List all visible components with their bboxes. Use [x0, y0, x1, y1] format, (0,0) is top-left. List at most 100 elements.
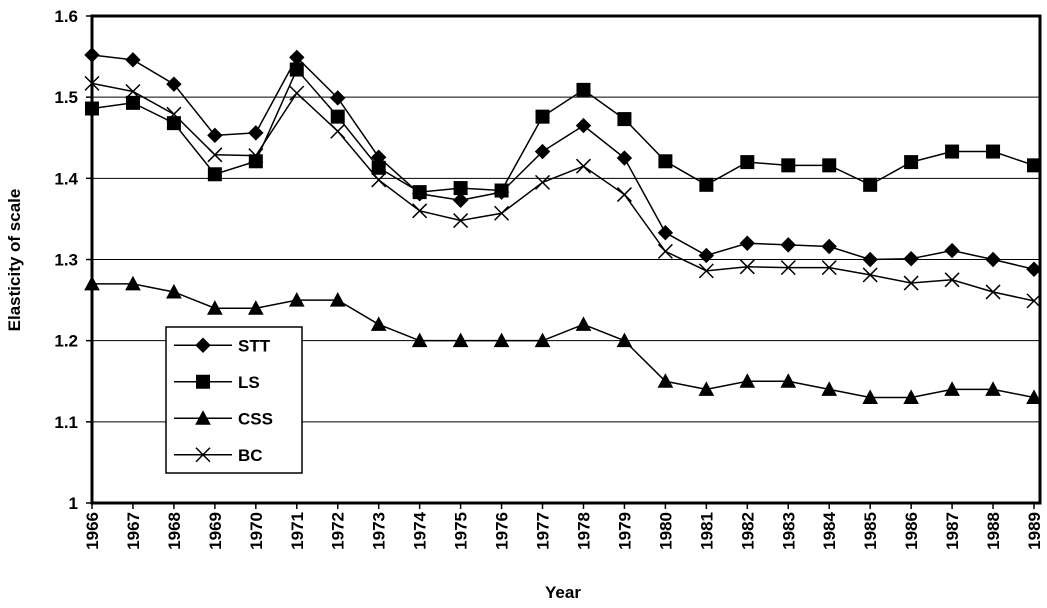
marker: [781, 158, 796, 173]
marker: [617, 112, 632, 127]
x-tick-label: 1979: [615, 512, 634, 550]
marker: [985, 284, 1001, 300]
x-tick-label: 1976: [493, 512, 512, 550]
marker: [84, 47, 100, 63]
y-axis-title: Elasticity of scale: [5, 189, 24, 332]
marker: [412, 185, 427, 200]
marker: [616, 332, 633, 348]
marker: [657, 373, 674, 388]
marker: [453, 213, 469, 229]
marker: [903, 250, 919, 267]
marker: [289, 85, 305, 101]
marker: [534, 143, 551, 160]
x-tick-label: 1981: [697, 512, 716, 550]
legend-label: STT: [238, 336, 271, 355]
marker: [452, 192, 469, 208]
y-tick-label: 1.2: [54, 332, 78, 351]
marker: [371, 172, 387, 188]
marker: [658, 154, 673, 169]
marker: [739, 259, 755, 275]
marker: [986, 144, 1001, 159]
marker: [862, 389, 879, 404]
marker: [863, 177, 878, 192]
marker: [903, 275, 919, 291]
marker: [740, 155, 755, 170]
marker: [412, 203, 428, 219]
marker: [330, 109, 345, 124]
marker: [862, 251, 878, 268]
marker: [289, 62, 304, 77]
marker: [575, 316, 592, 331]
marker: [780, 373, 797, 388]
x-tick-label: 1989: [1025, 512, 1044, 550]
marker: [195, 447, 211, 463]
plot-frame: [90, 14, 1042, 505]
series-line: [91, 54, 1035, 270]
marker: [534, 174, 551, 190]
marker: [207, 127, 223, 144]
marker: [698, 263, 714, 279]
marker: [329, 292, 346, 307]
x-tick-label: 1985: [861, 512, 880, 550]
x-tick-label: 1970: [247, 512, 266, 550]
marker: [166, 116, 181, 131]
marker: [944, 242, 960, 259]
marker: [196, 374, 210, 389]
x-tick-label: 1987: [943, 512, 962, 550]
series-line: [92, 283, 1035, 399]
marker: [739, 235, 756, 251]
x-tick-label: 1988: [984, 512, 1003, 550]
x-tick-label: 1977: [534, 512, 553, 550]
marker: [535, 109, 550, 124]
marker: [166, 76, 182, 92]
x-tick-label: 1984: [820, 511, 839, 549]
marker: [780, 237, 796, 253]
x-tick-label: 1966: [83, 512, 102, 550]
marker: [657, 243, 673, 259]
marker: [698, 381, 715, 396]
x-tick-label: 1980: [656, 512, 675, 550]
marker: [494, 183, 509, 198]
x-axis-title: Year: [545, 583, 581, 602]
marker: [370, 316, 387, 331]
x-tick-label: 1974: [411, 511, 430, 549]
y-tick-label: 1.4: [54, 169, 78, 188]
marker: [1027, 158, 1041, 173]
marker: [248, 148, 264, 164]
x-tick-label: 1982: [738, 512, 757, 550]
marker: [616, 150, 633, 166]
marker: [248, 154, 263, 169]
y-tick-label: 1.5: [54, 88, 78, 107]
marker: [822, 158, 837, 173]
x-tick-label: 1968: [165, 512, 184, 550]
marker: [166, 283, 182, 299]
marker: [576, 82, 591, 97]
series-line: [91, 82, 1035, 302]
legend-label: CSS: [238, 409, 273, 428]
marker: [575, 117, 592, 134]
marker: [84, 75, 100, 91]
marker: [166, 106, 182, 122]
marker: [739, 373, 756, 388]
marker: [452, 332, 469, 348]
y-tick-label: 1.6: [54, 7, 78, 26]
legend-label: BC: [238, 446, 263, 465]
marker: [494, 205, 510, 221]
marker: [575, 158, 592, 174]
marker: [247, 300, 264, 315]
x-tick-label: 1975: [452, 512, 471, 550]
y-tick-label: 1.1: [54, 413, 78, 432]
marker: [1026, 293, 1042, 309]
marker: [1026, 261, 1042, 277]
marker: [411, 332, 428, 348]
marker: [699, 177, 714, 192]
marker: [493, 332, 510, 348]
marker: [821, 260, 837, 276]
marker: [985, 251, 1001, 268]
x-tick-label: 1978: [574, 512, 593, 550]
marker: [453, 181, 468, 196]
marker: [125, 52, 141, 68]
marker: [821, 381, 838, 396]
marker: [330, 90, 346, 106]
marker: [534, 332, 551, 348]
